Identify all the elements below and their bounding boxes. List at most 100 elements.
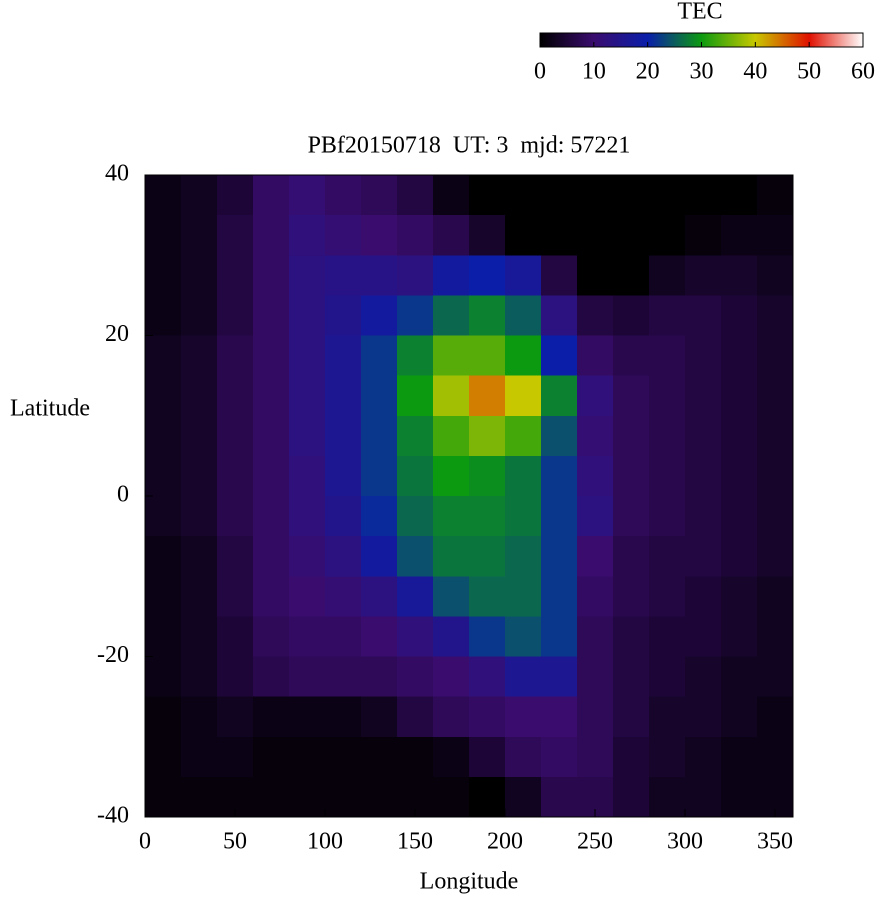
heatmap-cell bbox=[577, 415, 614, 457]
heatmap-cell bbox=[361, 255, 398, 296]
heatmap-cell bbox=[361, 335, 398, 377]
heatmap-cell bbox=[181, 656, 218, 698]
heatmap-cell bbox=[181, 736, 218, 778]
heatmap-cell bbox=[145, 496, 182, 537]
heatmap-cell bbox=[181, 175, 218, 216]
heatmap-cell bbox=[433, 776, 470, 818]
heatmap-cell bbox=[685, 375, 722, 417]
heatmap-cell bbox=[649, 295, 686, 336]
heatmap-cell bbox=[325, 536, 362, 577]
heatmap-cell bbox=[145, 415, 182, 457]
heatmap-cell bbox=[757, 215, 794, 256]
heatmap-cell bbox=[397, 375, 434, 417]
heatmap-cell bbox=[613, 776, 650, 818]
heatmap-cell bbox=[469, 496, 506, 537]
heatmap-cell bbox=[397, 576, 434, 617]
heatmap-cell bbox=[217, 576, 254, 617]
colorbar-tick-label: 50 bbox=[797, 59, 821, 85]
heatmap-cell bbox=[757, 576, 794, 617]
heatmap-cell bbox=[577, 215, 614, 256]
heatmap-cell bbox=[361, 576, 398, 617]
heatmap-cell bbox=[253, 215, 290, 256]
heatmap-cell bbox=[253, 375, 290, 417]
heatmap-cell bbox=[685, 696, 722, 738]
heatmap-cell bbox=[613, 536, 650, 577]
heatmap-cell bbox=[721, 375, 758, 417]
heatmap-cell bbox=[613, 696, 650, 738]
heatmap-cell bbox=[397, 295, 434, 336]
heatmap-cell bbox=[577, 295, 614, 336]
heatmap-cell bbox=[253, 255, 290, 296]
y-axis-label: Latitude bbox=[10, 396, 90, 422]
x-tick-label: 250 bbox=[577, 829, 613, 855]
heatmap-cell bbox=[649, 496, 686, 537]
heatmap-cell bbox=[505, 455, 542, 497]
heatmap-cell bbox=[325, 375, 362, 417]
heatmap-cell bbox=[577, 656, 614, 698]
heatmap-cell bbox=[181, 415, 218, 457]
y-tick-label: -20 bbox=[97, 642, 129, 668]
heatmap-cell bbox=[685, 736, 722, 778]
heatmap-cell bbox=[613, 375, 650, 417]
heatmap-cell bbox=[325, 255, 362, 296]
heatmap-cell bbox=[433, 576, 470, 617]
heatmap-cell bbox=[253, 616, 290, 657]
heatmap-cell bbox=[433, 656, 470, 698]
heatmap-cell bbox=[181, 776, 218, 818]
heatmap-cell bbox=[217, 496, 254, 537]
heatmap-cell bbox=[541, 696, 578, 738]
heatmap-cell bbox=[145, 536, 182, 577]
heatmap-cell bbox=[325, 696, 362, 738]
heatmap-cell bbox=[757, 415, 794, 457]
heatmap-cell bbox=[721, 295, 758, 336]
heatmap-cell bbox=[433, 255, 470, 296]
heatmap-cell bbox=[721, 255, 758, 296]
heatmap-cell bbox=[325, 175, 362, 216]
heatmap-cell bbox=[721, 335, 758, 377]
heatmap-cell bbox=[325, 616, 362, 657]
heatmap-cell bbox=[181, 455, 218, 497]
heatmap-cell bbox=[181, 496, 218, 537]
heatmap-cell bbox=[253, 295, 290, 336]
heatmap-cell bbox=[181, 255, 218, 296]
heatmap-cell bbox=[541, 455, 578, 497]
heatmap-cell bbox=[577, 616, 614, 657]
heatmap-cell bbox=[685, 415, 722, 457]
heatmap-cell bbox=[217, 616, 254, 657]
heatmap-cell bbox=[649, 335, 686, 377]
heatmap-cell bbox=[181, 215, 218, 256]
heatmap-cell bbox=[397, 696, 434, 738]
heatmap-cell bbox=[181, 335, 218, 377]
heatmap-cell bbox=[577, 536, 614, 577]
heatmap-cell bbox=[289, 175, 326, 216]
heatmap-cell bbox=[433, 295, 470, 336]
heatmap-cell bbox=[361, 295, 398, 336]
heatmap-cell bbox=[145, 616, 182, 657]
heatmap-cell bbox=[757, 455, 794, 497]
heatmap-cell bbox=[325, 496, 362, 537]
heatmap-cell bbox=[145, 576, 182, 617]
heatmap-cell bbox=[505, 255, 542, 296]
heatmap-cell bbox=[685, 455, 722, 497]
heatmap-cell bbox=[361, 375, 398, 417]
heatmap-cell bbox=[433, 335, 470, 377]
heatmap-cell bbox=[145, 335, 182, 377]
heatmap-cell bbox=[289, 776, 326, 818]
heatmap-cell bbox=[433, 496, 470, 537]
heatmap-cell bbox=[505, 295, 542, 336]
heatmap-cell bbox=[505, 536, 542, 577]
heatmap-cell bbox=[685, 576, 722, 617]
heatmap-cell bbox=[685, 335, 722, 377]
heatmap-cell bbox=[325, 215, 362, 256]
heatmap-cell bbox=[217, 255, 254, 296]
heatmap-cell bbox=[721, 616, 758, 657]
heatmap-cell bbox=[289, 576, 326, 617]
heatmap-cell bbox=[613, 656, 650, 698]
heatmap-cell bbox=[361, 616, 398, 657]
heatmap-cell bbox=[289, 455, 326, 497]
heatmap-cell bbox=[649, 696, 686, 738]
heatmap-cell bbox=[181, 696, 218, 738]
heatmap-cell bbox=[361, 215, 398, 256]
heatmap-cell bbox=[541, 335, 578, 377]
